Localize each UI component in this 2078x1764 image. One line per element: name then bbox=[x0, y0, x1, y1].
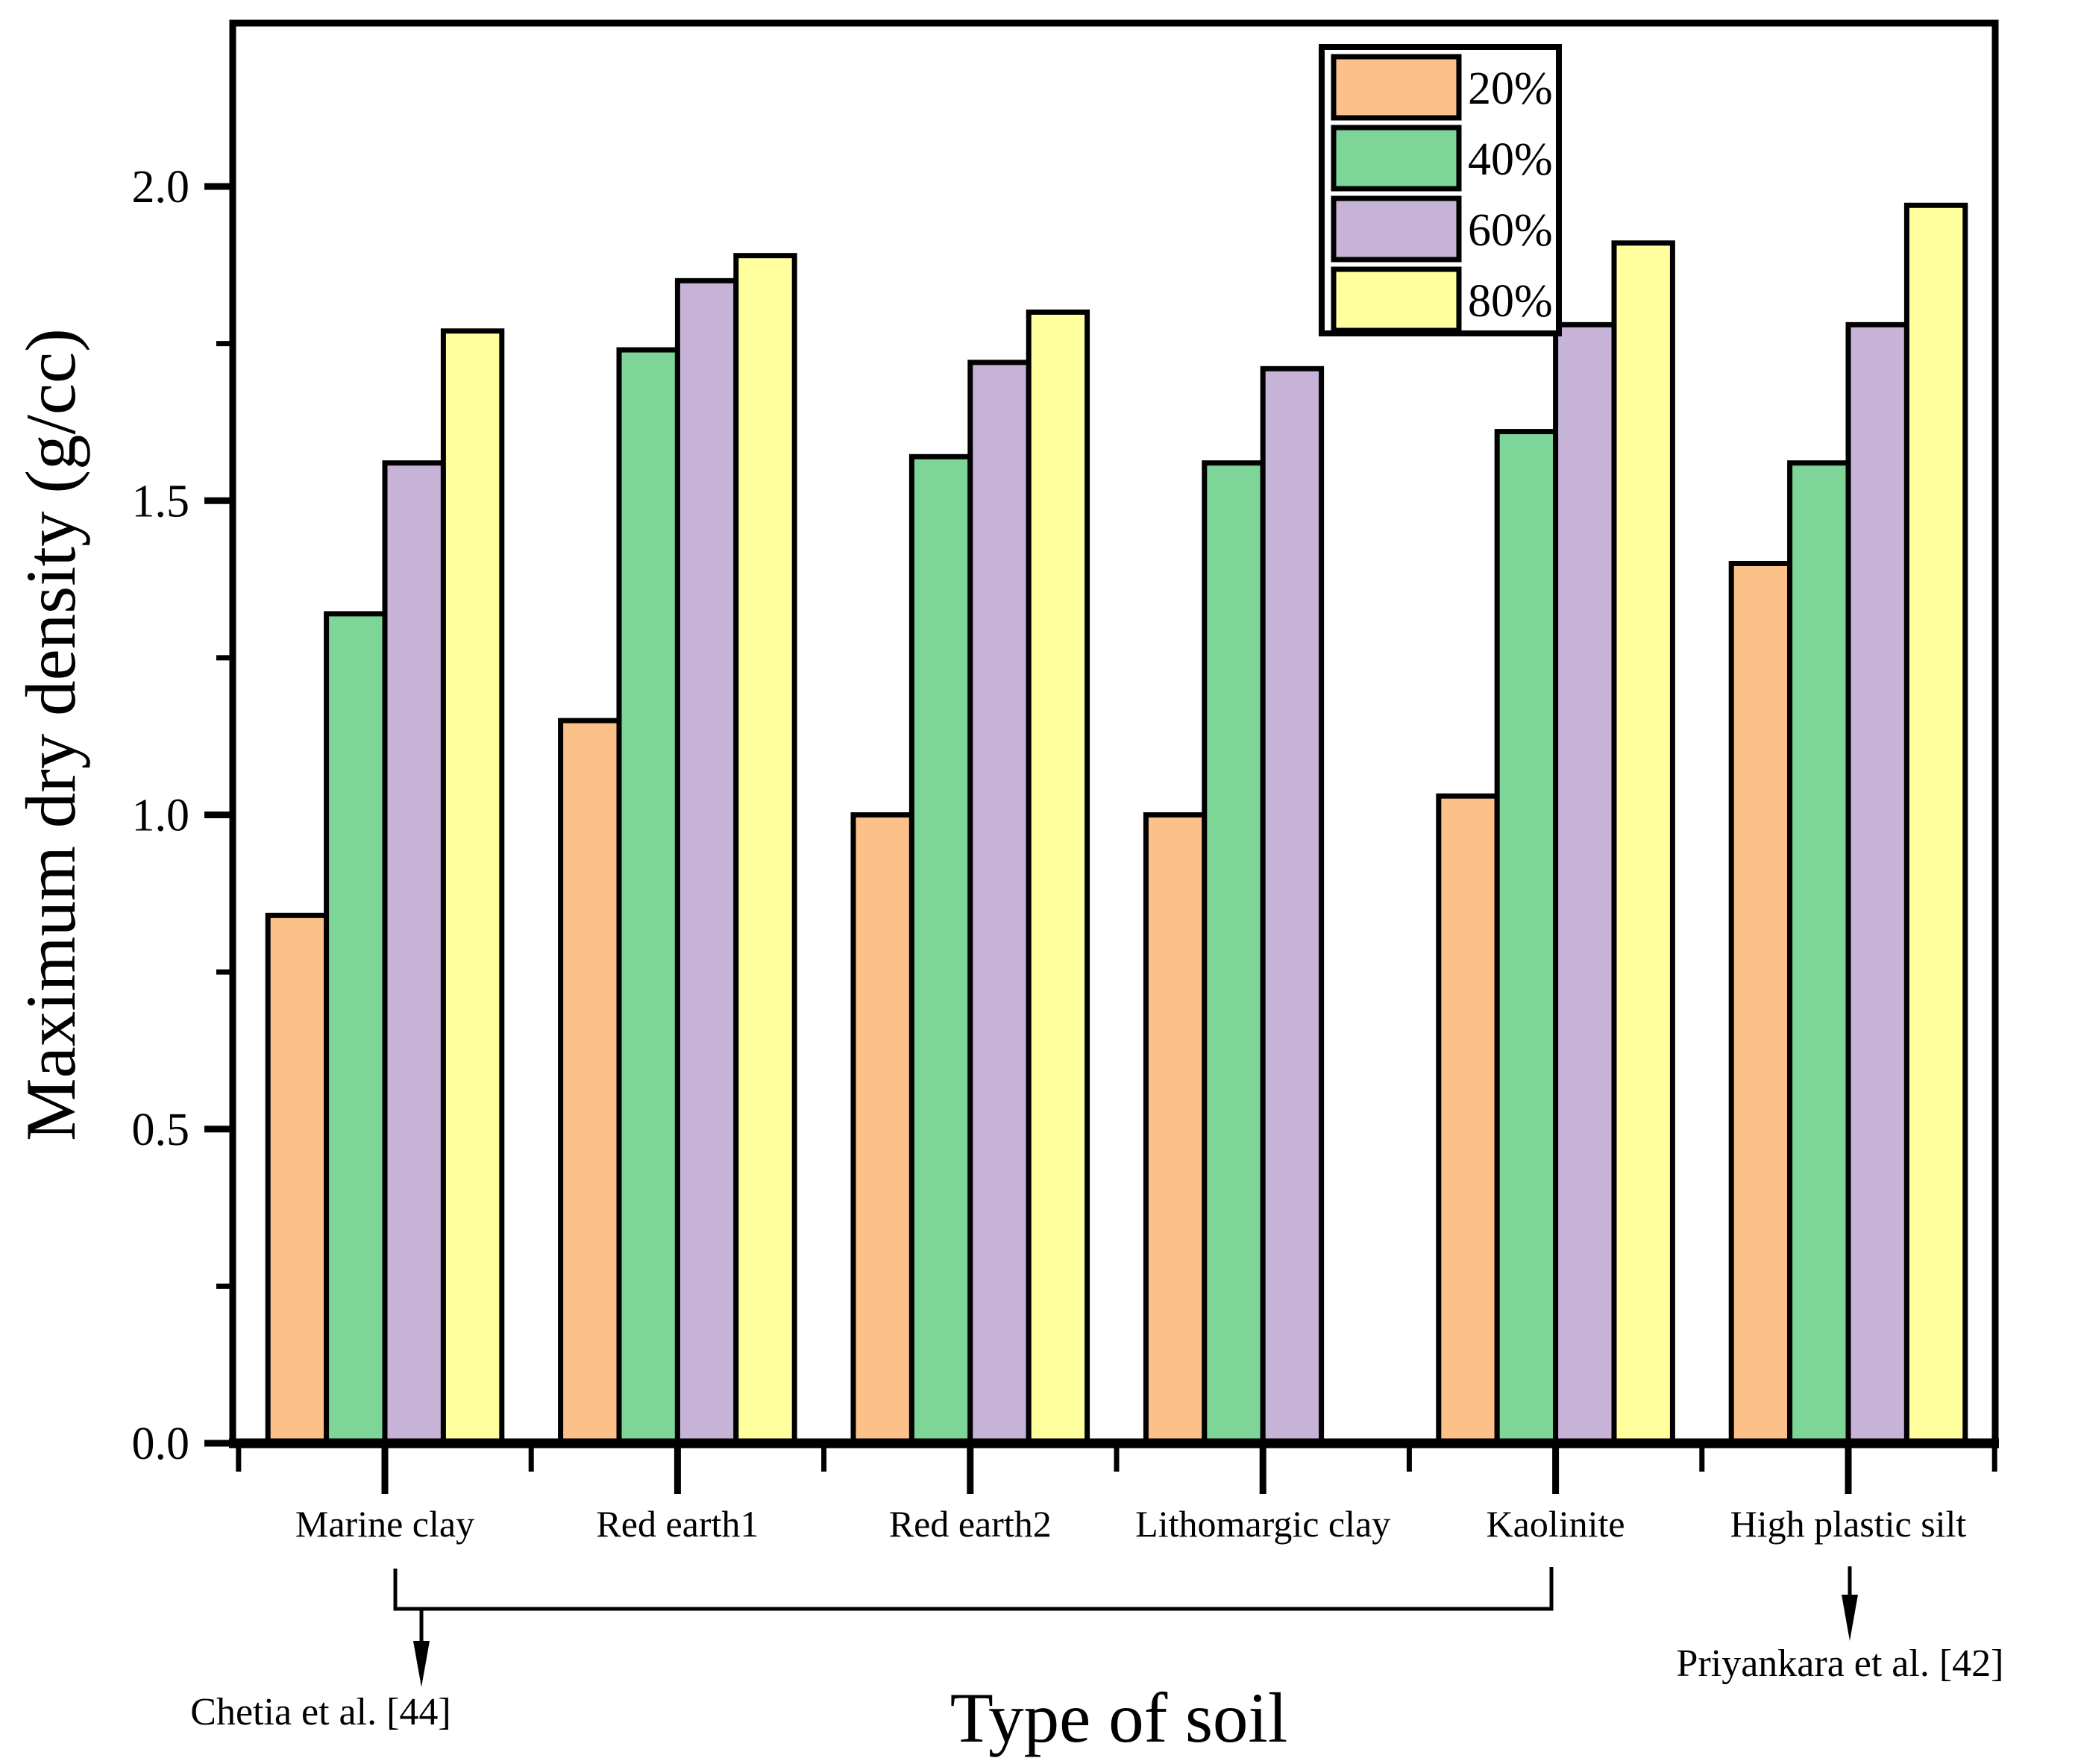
annotations: Chetia et al. [44] Priyankara et al. [42… bbox=[190, 1566, 2003, 1733]
category-label: Red earth1 bbox=[596, 1503, 759, 1545]
priyankara-arrow-head bbox=[1842, 1595, 1858, 1641]
y-ticks-layer bbox=[204, 183, 233, 1447]
bar-High plastic silt-60% bbox=[1845, 321, 1909, 1446]
y-axis-title: Maximum dry density (g/cc) bbox=[11, 328, 90, 1141]
bar-Marine clay-40% bbox=[324, 611, 388, 1446]
legend: 20% 40% 60% 80% bbox=[1319, 44, 1562, 336]
bar-High plastic silt-20% bbox=[1728, 561, 1793, 1446]
y-tick-label: 2.0 bbox=[132, 162, 190, 213]
bar-Red earth1-60% bbox=[674, 277, 739, 1446]
chetia-annotation: Chetia et al. [44] bbox=[190, 1691, 451, 1733]
bar-Marine clay-80% bbox=[440, 328, 505, 1446]
bar-Kaolinite-60% bbox=[1553, 321, 1617, 1446]
legend-label: 80% bbox=[1468, 276, 1553, 327]
x-ticks-layer bbox=[236, 1443, 1997, 1494]
legend-label: 60% bbox=[1468, 205, 1553, 256]
bar-Lithomargic clay-40% bbox=[1202, 460, 1266, 1446]
chetia-arrow-head bbox=[413, 1641, 430, 1687]
bar-Red earth1-20% bbox=[558, 718, 622, 1446]
y-tick-label: 0.5 bbox=[132, 1105, 190, 1155]
bar-Lithomargic clay-20% bbox=[1143, 812, 1208, 1446]
bar-Red earth2-80% bbox=[1026, 310, 1090, 1446]
bar-Red earth2-20% bbox=[850, 812, 914, 1446]
category-label: Kaolinite bbox=[1487, 1503, 1625, 1545]
bar-High plastic silt-80% bbox=[1903, 202, 1968, 1446]
bars-layer bbox=[265, 202, 1968, 1446]
bar-Red earth2-60% bbox=[967, 360, 1032, 1446]
bar-Red earth1-80% bbox=[733, 253, 797, 1446]
category-label: High plastic silt bbox=[1730, 1503, 1967, 1545]
category-label: Red earth2 bbox=[889, 1503, 1052, 1545]
legend-swatch-60% bbox=[1331, 195, 1462, 263]
legend-label: 20% bbox=[1468, 63, 1553, 114]
bar-High plastic silt-40% bbox=[1787, 460, 1851, 1446]
category-labels-layer: Marine clay Red earth1 Red earth2 Lithomarg… bbox=[295, 1503, 1967, 1545]
bar-Red earth1-40% bbox=[616, 347, 680, 1446]
bar-Kaolinite-40% bbox=[1494, 429, 1559, 1446]
legend-swatch-80% bbox=[1331, 266, 1462, 333]
bar-Marine clay-60% bbox=[382, 460, 446, 1446]
bar-Marine clay-20% bbox=[265, 912, 330, 1446]
priyankara-annotation: Priyankara et al. [42] bbox=[1677, 1642, 2004, 1685]
legend-label: 40% bbox=[1468, 134, 1553, 185]
bar-Kaolinite-80% bbox=[1611, 240, 1675, 1446]
chetia-bracket-line bbox=[393, 1567, 1554, 1611]
bar-Red earth2-40% bbox=[908, 453, 973, 1446]
y-tick-label: 1.5 bbox=[132, 476, 190, 527]
legend-swatch-40% bbox=[1331, 125, 1462, 192]
y-tick-labels-layer: 0.0 0.5 1.0 1.5 2.0 bbox=[132, 162, 190, 1469]
x-axis-title: Type of soil bbox=[950, 1678, 1287, 1757]
y-tick-label: 0.0 bbox=[132, 1419, 190, 1469]
y-tick-label: 1.0 bbox=[132, 791, 190, 841]
bar-Lithomargic clay-60% bbox=[1260, 365, 1325, 1446]
bar-Kaolinite-20% bbox=[1436, 793, 1500, 1446]
legend-swatch-20% bbox=[1331, 54, 1462, 121]
category-label: Lithomargic clay bbox=[1135, 1503, 1390, 1545]
category-label: Marine clay bbox=[295, 1503, 474, 1545]
